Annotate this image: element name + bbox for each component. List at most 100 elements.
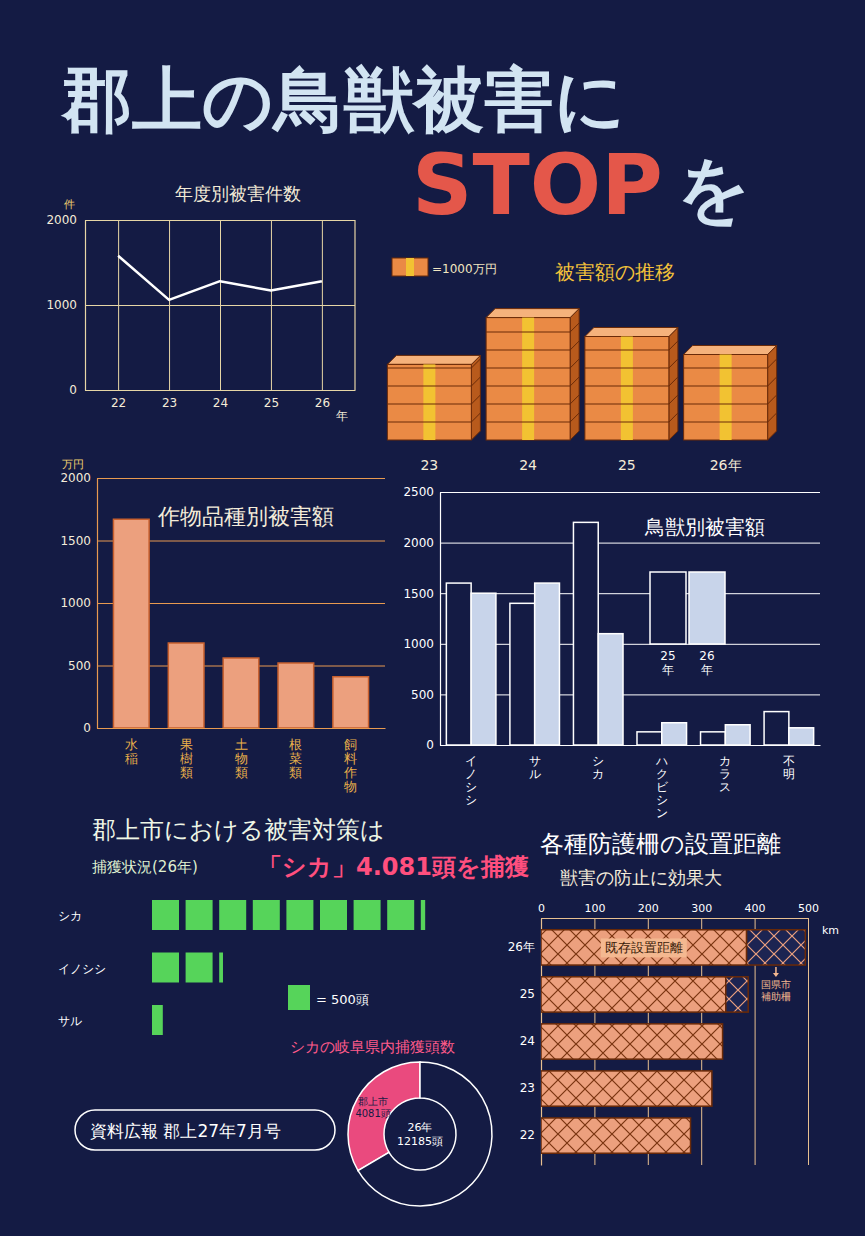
brick-line bbox=[669, 359, 678, 368]
tick: 果樹類 bbox=[180, 728, 193, 780]
bar bbox=[510, 603, 535, 745]
tick-label: カラス bbox=[719, 754, 731, 794]
axis-line bbox=[542, 918, 809, 919]
slice bbox=[348, 1062, 420, 1171]
source-text: 資料広報 郡上27年7月号 bbox=[90, 1121, 281, 1141]
tick-label-char: 稲 bbox=[125, 751, 138, 766]
tick-label-char: ハ bbox=[655, 754, 668, 768]
tick-label-char: カ bbox=[719, 754, 731, 768]
bar bbox=[541, 1071, 712, 1106]
tick-label: 25 bbox=[520, 987, 535, 1001]
tick: 2000 bbox=[60, 471, 385, 485]
tick-label: 500 bbox=[798, 902, 819, 915]
brick-line bbox=[486, 350, 570, 351]
title-highlight: STOP bbox=[412, 136, 663, 234]
legend-label-line: 年 bbox=[662, 663, 674, 677]
tick-label: 根菜類 bbox=[289, 737, 302, 780]
icon-square bbox=[152, 1005, 163, 1035]
tick-label: 100 bbox=[584, 902, 605, 915]
tick-label-char: 土 bbox=[235, 737, 248, 752]
tick-label-char: 菜 bbox=[289, 751, 302, 766]
tick-label-char: 料 bbox=[344, 751, 357, 766]
tick-label-char: 物 bbox=[344, 779, 357, 794]
tick: 1500 bbox=[60, 534, 385, 548]
bar bbox=[113, 519, 149, 728]
bar bbox=[333, 677, 369, 728]
tick-line bbox=[322, 220, 323, 390]
tick-line bbox=[440, 694, 820, 695]
tick-label-char: ラ bbox=[719, 767, 731, 781]
bar bbox=[446, 583, 471, 745]
bars bbox=[541, 930, 805, 1153]
brick-line bbox=[387, 422, 471, 423]
chart-title: 鳥獣別被害額 bbox=[644, 515, 765, 539]
icon-square bbox=[286, 900, 313, 930]
bar-chart: 010020030040050026年25242322各種防護柵の設置距離獣害の… bbox=[508, 830, 839, 1166]
row-label: シカ bbox=[58, 909, 82, 923]
tick-label: 0 bbox=[426, 738, 434, 752]
bars bbox=[113, 519, 368, 728]
chart-title: 年度別被害件数 bbox=[175, 183, 301, 204]
bar bbox=[789, 728, 814, 745]
tick-label-char: ク bbox=[656, 767, 668, 781]
annotation: 「シカ」4.081頭を捕獲 bbox=[258, 853, 529, 881]
tick-label: ハクビシン bbox=[655, 754, 669, 820]
slice-value: 4081頭 bbox=[355, 1108, 390, 1119]
brick-line bbox=[570, 341, 579, 350]
icon-square bbox=[253, 900, 280, 930]
pictogram: 23242526年=1000万円被害額の推移 bbox=[387, 258, 776, 473]
tick-label: 2000 bbox=[60, 471, 91, 485]
arrow-line bbox=[775, 967, 777, 974]
brick-line bbox=[585, 350, 669, 351]
money-stack bbox=[684, 346, 777, 441]
brick-line bbox=[486, 386, 570, 387]
icon-row bbox=[152, 900, 425, 930]
tick: 根菜類 bbox=[289, 728, 302, 780]
brick-line bbox=[486, 332, 570, 333]
tick: カラス bbox=[719, 745, 731, 794]
brick-line bbox=[570, 377, 579, 386]
series-label-line: 補助柵 bbox=[761, 991, 791, 1002]
stack-top bbox=[486, 309, 579, 318]
stack-top bbox=[387, 355, 480, 364]
title: 郡上の鳥獣被害に bbox=[60, 59, 626, 141]
tick-label: 500 bbox=[411, 688, 434, 702]
unit-brick bbox=[392, 258, 428, 276]
tick-label: 22 bbox=[111, 396, 126, 410]
tick-label: 1000 bbox=[403, 637, 434, 651]
legend-swatch bbox=[650, 572, 686, 644]
series-label: 既存設置距離 bbox=[605, 940, 683, 955]
legend-label-line: 26 bbox=[699, 649, 714, 663]
brick-line bbox=[570, 395, 579, 404]
tick: 23 bbox=[520, 1081, 541, 1095]
tick-label: 23 bbox=[162, 396, 177, 410]
tick: 22 bbox=[520, 1128, 541, 1142]
money-stack bbox=[486, 309, 579, 440]
tick: 水稲 bbox=[125, 728, 138, 766]
brick-line bbox=[669, 377, 678, 386]
tick-line bbox=[97, 728, 385, 729]
tick-label-char: 物 bbox=[235, 751, 248, 766]
tick-label-char: 類 bbox=[289, 765, 302, 780]
tick: 26 bbox=[315, 220, 330, 410]
stack-side bbox=[669, 328, 678, 441]
chart-title: 被害額の推移 bbox=[555, 260, 675, 284]
tick-label: 24 bbox=[520, 1034, 535, 1048]
tick: 土物類 bbox=[235, 728, 248, 780]
center-label: 12185頭 bbox=[397, 1135, 443, 1148]
tick-line bbox=[169, 220, 170, 390]
money-band bbox=[720, 355, 732, 441]
value-axis: 05001000150020002500 bbox=[403, 485, 820, 752]
tick: 1000 bbox=[60, 596, 385, 610]
tick-label: シカ bbox=[592, 754, 604, 781]
category-label: 26年 bbox=[710, 457, 742, 473]
background bbox=[0, 0, 865, 1236]
tick-label-char: 作 bbox=[343, 765, 357, 780]
center-label: 26年 bbox=[408, 1121, 433, 1134]
unit-band bbox=[406, 258, 414, 276]
tick-label-char: シ bbox=[592, 754, 604, 768]
row-label: サル bbox=[58, 1014, 82, 1028]
tick-line bbox=[808, 918, 809, 1165]
stack-side bbox=[471, 355, 480, 440]
bar bbox=[541, 1118, 691, 1153]
